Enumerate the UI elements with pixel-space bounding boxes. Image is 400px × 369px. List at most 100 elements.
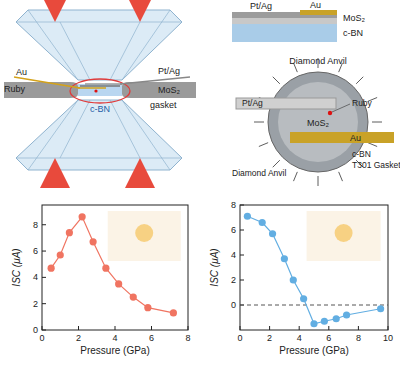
highlight xyxy=(70,79,130,103)
force-arrow xyxy=(53,0,58,7)
inset-bg xyxy=(108,211,181,261)
label: c-BN xyxy=(343,28,363,38)
leader xyxy=(332,104,350,112)
y-tick-label: 4 xyxy=(33,272,38,282)
inset-bg xyxy=(307,211,381,261)
au-layer xyxy=(300,10,337,15)
chart: 024681002468Pressure (GPa)ISC (μA) xyxy=(209,200,393,356)
data-point xyxy=(343,311,350,318)
data-point xyxy=(290,276,297,283)
plot-frame xyxy=(240,205,388,330)
label: c-BN xyxy=(90,104,110,114)
series-line xyxy=(247,216,380,324)
x-tick-label: 8 xyxy=(356,333,361,343)
label: Ruby xyxy=(352,98,373,108)
x-tick xyxy=(240,326,241,330)
mos2-layer xyxy=(232,18,337,24)
anvil-edge xyxy=(273,160,280,167)
anvil-edge xyxy=(339,172,343,181)
anvil-edge xyxy=(259,143,268,147)
facet xyxy=(28,10,78,80)
label: Au xyxy=(350,133,361,143)
inset-glow xyxy=(335,224,353,242)
data-point xyxy=(300,295,307,302)
cbn-layer xyxy=(232,24,337,42)
label: Diamond Anvil xyxy=(289,56,347,66)
au-strip xyxy=(290,132,394,143)
data-point xyxy=(321,318,328,325)
y-tick xyxy=(42,330,46,331)
data-point xyxy=(115,280,122,287)
y-tick xyxy=(42,277,46,278)
data-point xyxy=(259,219,266,226)
y-tick xyxy=(240,230,244,231)
top-view: Diamond AnvilPt/AgRubyMoS₂Auc-BNT301 Gas… xyxy=(232,56,400,186)
au-layer xyxy=(78,87,106,89)
data-point xyxy=(170,309,177,316)
data-point xyxy=(269,230,276,237)
x-tick xyxy=(269,326,270,330)
figure: AuRubyPt/AgMoS₂c-BNgasketPt/AgAuMoS₂c-BN… xyxy=(0,0,400,369)
x-tick-label: 2 xyxy=(76,333,81,343)
ptag-layer xyxy=(85,83,122,85)
data-point xyxy=(102,265,109,272)
label: Pt/Ag xyxy=(250,1,272,11)
anvil-edge xyxy=(294,172,298,181)
anvil-edge xyxy=(254,122,264,123)
ptag-lead xyxy=(120,77,190,84)
force-arrow xyxy=(138,0,143,7)
x-tick-label: 0 xyxy=(237,333,242,343)
x-tick xyxy=(42,326,43,330)
reference-line xyxy=(240,305,388,306)
facet xyxy=(110,22,140,80)
y-axis-label: ISC (μA) xyxy=(209,248,220,286)
x-tick-label: 4 xyxy=(112,333,117,343)
data-point xyxy=(90,238,97,245)
marks xyxy=(240,213,388,328)
label: gasket xyxy=(150,100,177,110)
y-tick xyxy=(240,255,244,256)
label: MoS₂ xyxy=(307,118,330,128)
data-point xyxy=(333,315,340,322)
facet xyxy=(16,158,182,159)
x-tick xyxy=(151,326,152,330)
x-tick-label: 6 xyxy=(326,333,331,343)
x-tick xyxy=(115,326,116,330)
x-axis-label: Pressure (GPa) xyxy=(279,345,348,356)
y-tick-label: 6 xyxy=(231,225,236,235)
y-tick-label: 8 xyxy=(231,200,236,210)
data-point xyxy=(57,251,64,258)
y-tick-label: 2 xyxy=(231,275,236,285)
data-point xyxy=(66,229,73,236)
label: Pt/Ag xyxy=(158,66,180,76)
anvil-edge xyxy=(356,77,363,84)
gasket-left xyxy=(4,82,78,98)
gasket-right xyxy=(122,82,196,98)
mos2-layer xyxy=(80,85,120,87)
layer-stack: Pt/AgAuMoS₂c-BN xyxy=(232,0,366,42)
data-point xyxy=(244,213,251,220)
y-tick xyxy=(42,303,46,304)
data-point xyxy=(79,213,86,220)
facet xyxy=(28,100,78,170)
x-tick xyxy=(188,326,189,330)
upper-anvil xyxy=(16,10,182,80)
anvil-edge xyxy=(273,77,280,84)
facet xyxy=(60,100,90,158)
label: Au xyxy=(16,67,27,77)
data-point xyxy=(130,294,137,301)
ruby xyxy=(94,89,97,92)
chart: 0246802468Pressure (GPa)ISC (μA) xyxy=(11,205,191,356)
ruby xyxy=(328,111,332,115)
force-arrow xyxy=(53,173,58,180)
x-tick xyxy=(388,326,389,330)
label: T301 Gasket xyxy=(352,160,400,170)
plot-frame xyxy=(42,205,188,330)
y-tick-label: 4 xyxy=(231,250,236,260)
y-tick xyxy=(42,251,46,252)
x-tick xyxy=(328,326,329,330)
label: Au xyxy=(310,0,321,10)
ptag-strip xyxy=(236,98,336,109)
x-axis-label: Pressure (GPa) xyxy=(80,345,149,356)
y-tick-label: 2 xyxy=(33,299,38,309)
